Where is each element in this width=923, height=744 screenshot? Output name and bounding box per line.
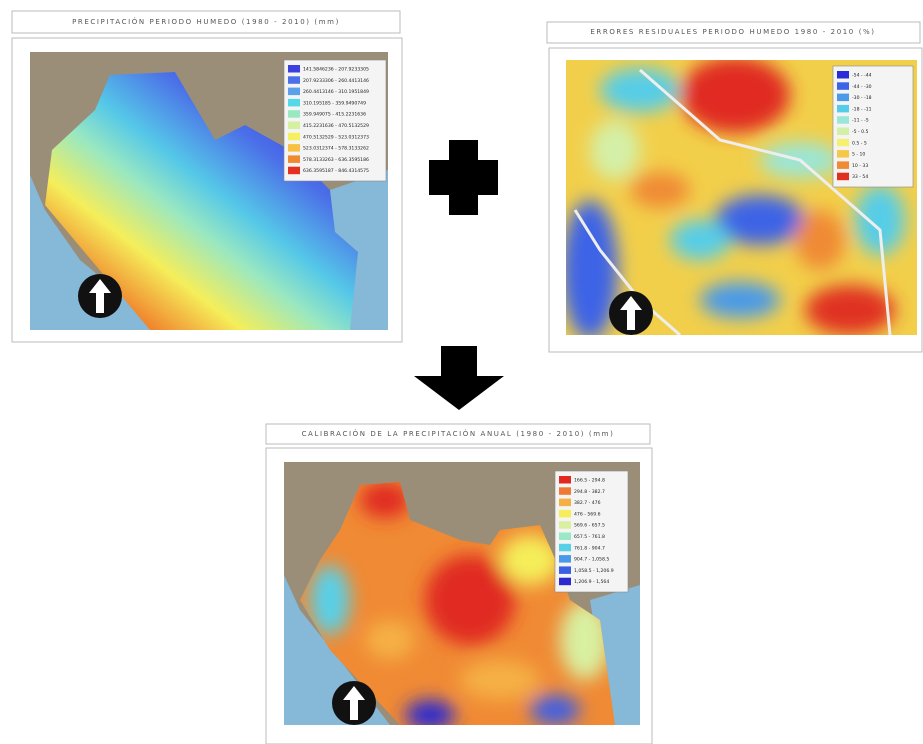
legend-swatch: [288, 133, 300, 141]
legend-label: 415.2231636 - 470.5132529: [303, 123, 369, 129]
legend-label: 382.7 - 476: [574, 500, 601, 506]
down-arrow: [414, 346, 504, 410]
legend-label: 5 - 10: [852, 152, 865, 158]
legend-swatch: [837, 116, 849, 124]
legend-swatch: [559, 566, 571, 574]
legend-label: -5 - 0.5: [852, 129, 869, 135]
legend-label: 1,058.5 - 1,206.9: [574, 568, 614, 574]
legend-swatch: [288, 167, 300, 175]
legend-label: 578.3133263 - 636.3595186: [303, 157, 369, 163]
legend-label: 33 - 54: [852, 174, 868, 180]
figure: PRECIPITACIÓN PERIODO HUMEDO (1980 - 201…: [0, 0, 923, 744]
legend-swatch: [837, 82, 849, 90]
legend-swatch: [559, 499, 571, 507]
page: PRECIPITACIÓN PERIODO HUMEDO (1980 - 201…: [0, 0, 923, 744]
legend-label: -44 - -30: [852, 84, 872, 90]
legend-swatch: [559, 487, 571, 495]
legend-label: 310.195185 - 359.9490749: [303, 100, 366, 106]
legend-swatch: [288, 99, 300, 107]
legend-swatch: [288, 88, 300, 96]
legend-label: 523.0312374 - 578.3133262: [303, 146, 369, 152]
legend-swatch: [559, 510, 571, 518]
legend-swatch: [559, 544, 571, 552]
legend-label: 657.5 - 761.8: [574, 534, 605, 540]
legend-swatch: [559, 521, 571, 529]
legend-swatch: [837, 173, 849, 181]
legend-label: -54 - -44: [852, 73, 872, 79]
legend-label: 569.6 - 657.5: [574, 523, 605, 529]
legend-swatch: [288, 76, 300, 84]
plus-symbol: [429, 140, 498, 215]
legend-swatch: [559, 555, 571, 563]
legend-label: -18 - -11: [852, 106, 872, 112]
map-title: CALIBRACIÓN DE LA PRECIPITACIÓN ANUAL (1…: [302, 429, 615, 438]
legend-swatch: [837, 71, 849, 79]
map-title: ERRORES RESIDUALES PERIODO HUMEDO 1980 -…: [590, 28, 875, 36]
legend-swatch: [559, 578, 571, 586]
legend-label: 636.3595187 - 846.4314575: [303, 168, 369, 174]
legend-label: -30 - -18: [852, 95, 872, 101]
legend-label: 207.9233306 - 260.4413146: [303, 78, 369, 84]
legend-label: 476 - 569.6: [574, 511, 601, 517]
legend-label: -11 - -5: [852, 118, 869, 124]
legend-swatch: [559, 533, 571, 541]
legend-swatch: [288, 155, 300, 163]
legend-label: 1,206.9 - 1,564: [574, 579, 609, 585]
legend-swatch: [837, 150, 849, 158]
legend-swatch: [837, 128, 849, 136]
legend-label: 141.5846236 - 207.9233305: [303, 67, 369, 73]
legend-swatch: [837, 105, 849, 113]
legend-label: 761.8 - 904.7: [574, 545, 605, 551]
legend-label: 470.5132529 - 523.0312373: [303, 134, 369, 140]
legend-label: 904.7 - 1,058.5: [574, 557, 609, 563]
legend-swatch: [288, 110, 300, 118]
legend-swatch: [288, 122, 300, 130]
legend-label: 260.4413146 - 310.1951849: [303, 89, 369, 95]
legend-swatch: [837, 139, 849, 147]
legend-label: 294.8 - 382.7: [574, 489, 605, 495]
legend-label: 359.949075 - 415.2231636: [303, 112, 366, 118]
legend-swatch: [559, 476, 571, 484]
legend-swatch: [837, 94, 849, 102]
legend-label: 10 - 33: [852, 163, 868, 169]
legend-swatch: [837, 161, 849, 169]
legend-label: 166.5 - 294.8: [574, 478, 605, 484]
legend-swatch: [288, 65, 300, 73]
map-title: PRECIPITACIÓN PERIODO HUMEDO (1980 - 201…: [72, 17, 340, 26]
legend-label: 0.5 - 5: [852, 140, 867, 146]
legend-swatch: [288, 144, 300, 152]
